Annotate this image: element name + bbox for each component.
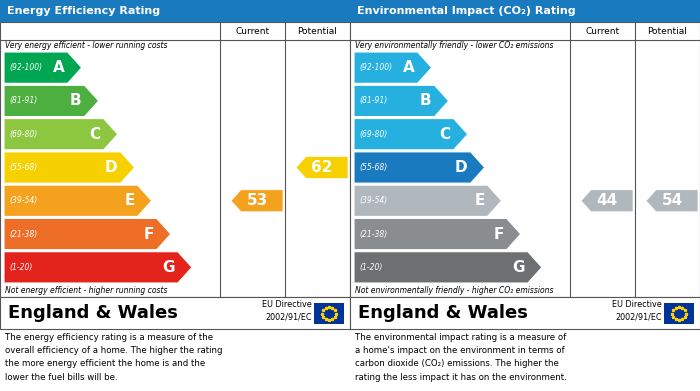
Text: (81-91): (81-91) — [9, 97, 37, 106]
Polygon shape — [354, 219, 521, 250]
Polygon shape — [296, 156, 348, 179]
Text: (81-91): (81-91) — [359, 97, 387, 106]
Text: Current: Current — [585, 27, 620, 36]
Text: Current: Current — [235, 27, 270, 36]
Polygon shape — [231, 190, 283, 212]
Text: (1-20): (1-20) — [359, 263, 382, 272]
Text: (1-20): (1-20) — [9, 263, 32, 272]
Text: Very energy efficient - lower running costs: Very energy efficient - lower running co… — [5, 41, 167, 50]
Text: D: D — [455, 160, 468, 175]
Text: (39-54): (39-54) — [359, 196, 387, 205]
Polygon shape — [354, 152, 484, 183]
Text: Not energy efficient - higher running costs: Not energy efficient - higher running co… — [5, 286, 167, 295]
Polygon shape — [646, 190, 698, 212]
Text: Energy Efficiency Rating: Energy Efficiency Rating — [7, 6, 160, 16]
Text: G: G — [162, 260, 175, 275]
Text: 62: 62 — [312, 160, 332, 175]
Text: (21-38): (21-38) — [359, 230, 387, 239]
Bar — [350, 22, 700, 297]
Polygon shape — [4, 252, 192, 283]
Polygon shape — [4, 52, 82, 83]
Text: Potential: Potential — [648, 27, 687, 36]
Polygon shape — [354, 185, 502, 217]
Text: EU Directive
2002/91/EC: EU Directive 2002/91/EC — [262, 300, 312, 322]
Bar — [0, 0, 350, 22]
Text: (69-80): (69-80) — [9, 130, 37, 139]
Text: F: F — [144, 226, 153, 242]
Text: (39-54): (39-54) — [9, 196, 37, 205]
Text: F: F — [494, 226, 503, 242]
Text: England & Wales: England & Wales — [358, 304, 528, 322]
Text: B: B — [70, 93, 82, 108]
Polygon shape — [354, 118, 468, 150]
Text: (69-80): (69-80) — [359, 130, 387, 139]
Text: EU Directive
2002/91/EC: EU Directive 2002/91/EC — [612, 300, 662, 322]
Text: (21-38): (21-38) — [9, 230, 37, 239]
Text: (92-100): (92-100) — [359, 63, 392, 72]
Text: A: A — [403, 60, 414, 75]
Text: (55-68): (55-68) — [9, 163, 37, 172]
Text: C: C — [440, 127, 451, 142]
Text: D: D — [105, 160, 118, 175]
Text: B: B — [420, 93, 432, 108]
Text: (55-68): (55-68) — [359, 163, 387, 172]
Bar — [314, 303, 344, 324]
Text: The environmental impact rating is a measure of
a home's impact on the environme: The environmental impact rating is a mea… — [355, 333, 567, 382]
Bar — [664, 303, 694, 324]
Text: England & Wales: England & Wales — [8, 304, 178, 322]
Polygon shape — [354, 85, 449, 117]
Text: 44: 44 — [596, 193, 617, 208]
Text: C: C — [90, 127, 101, 142]
Polygon shape — [4, 152, 134, 183]
Polygon shape — [4, 85, 99, 117]
Text: 54: 54 — [662, 193, 682, 208]
Text: E: E — [124, 193, 134, 208]
Text: 53: 53 — [246, 193, 267, 208]
Text: G: G — [512, 260, 525, 275]
Text: Not environmentally friendly - higher CO₂ emissions: Not environmentally friendly - higher CO… — [355, 286, 554, 295]
Text: Environmental Impact (CO₂) Rating: Environmental Impact (CO₂) Rating — [357, 6, 575, 16]
Polygon shape — [4, 219, 171, 250]
Text: A: A — [53, 60, 64, 75]
Bar — [0, 22, 350, 297]
Text: (92-100): (92-100) — [9, 63, 42, 72]
Text: Potential: Potential — [298, 27, 337, 36]
Polygon shape — [4, 185, 152, 217]
Bar — [0, 297, 350, 329]
Polygon shape — [354, 52, 432, 83]
Polygon shape — [581, 190, 633, 212]
Polygon shape — [4, 118, 118, 150]
Text: E: E — [474, 193, 484, 208]
Text: The energy efficiency rating is a measure of the
overall efficiency of a home. T: The energy efficiency rating is a measur… — [5, 333, 223, 382]
Bar — [350, 0, 700, 22]
Text: Very environmentally friendly - lower CO₂ emissions: Very environmentally friendly - lower CO… — [355, 41, 554, 50]
Bar — [350, 297, 700, 329]
Polygon shape — [354, 252, 542, 283]
